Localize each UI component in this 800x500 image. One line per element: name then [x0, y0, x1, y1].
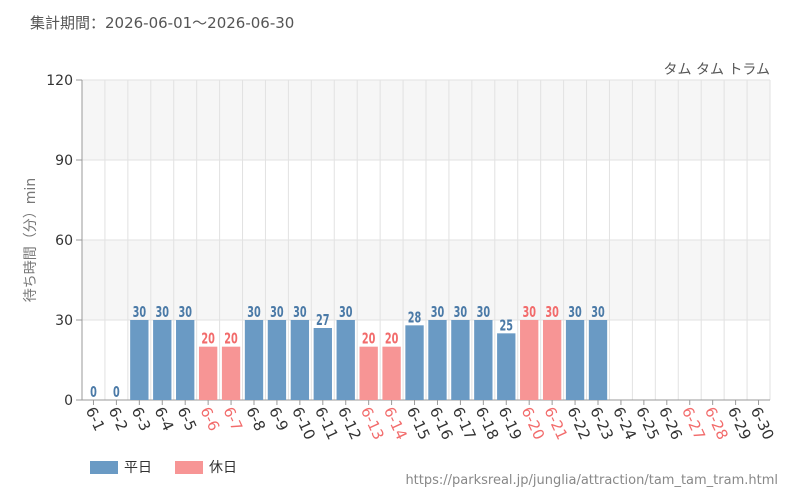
- legend-holiday-swatch: [175, 460, 203, 474]
- bar-6-12: [336, 320, 355, 400]
- x-tick-label: 6-1: [82, 404, 109, 434]
- bar-value-label: 20: [362, 331, 376, 348]
- bar-value-label: 30: [454, 304, 468, 321]
- legend-weekday-label: 平日: [124, 460, 152, 476]
- bar-6-20: [520, 320, 539, 400]
- bar-value-label: 0: [90, 384, 97, 401]
- bar-value-label: 28: [408, 310, 422, 327]
- bar-6-9: [267, 320, 287, 400]
- bar-value-label: 30: [339, 304, 353, 321]
- bar-6-17: [451, 320, 470, 400]
- bar-6-10: [290, 320, 310, 400]
- legend-holiday: 休日: [175, 457, 237, 477]
- bar-6-19: [497, 333, 516, 400]
- bar-value-label: 30: [545, 304, 559, 321]
- bar-value-label: 30: [591, 304, 605, 321]
- bar-value-label: 30: [156, 304, 170, 321]
- bar-value-label: 27: [316, 312, 330, 329]
- legend-weekday: 平日: [90, 457, 152, 477]
- bar-value-label: 20: [224, 331, 238, 348]
- bar-value-label: 30: [568, 304, 582, 321]
- bar-value-label: 25: [500, 318, 514, 335]
- x-tick-label: 6-2: [105, 404, 132, 434]
- bar-value-label: 30: [270, 304, 284, 321]
- bar-value-label: 30: [133, 304, 147, 321]
- bar-6-14: [382, 346, 401, 400]
- x-tick-label: 6-4: [151, 404, 178, 434]
- bar-value-label: 30: [431, 304, 445, 321]
- source-url: https://parksreal.jp/junglia/attraction/…: [405, 473, 778, 488]
- legend-holiday-label: 休日: [209, 460, 237, 476]
- bar-6-3: [130, 320, 149, 400]
- bar-value-label: 20: [385, 331, 399, 348]
- bar-6-15: [405, 325, 424, 400]
- x-tick-label: 6-5: [174, 404, 201, 434]
- bar-value-label: 20: [201, 331, 215, 348]
- period-label: 集計期間：2026-06-01～2026-06-30: [30, 14, 295, 32]
- y-axis-label: 待ち時間（分）min: [23, 178, 39, 302]
- bar-value-label: 30: [477, 304, 491, 321]
- bar-value-label: 30: [293, 304, 307, 321]
- y-tick-label: 0: [64, 393, 73, 409]
- bar-6-11: [313, 328, 332, 400]
- bar-value-label: 30: [522, 304, 536, 321]
- bar-6-16: [428, 320, 447, 400]
- bar-value-label: 0: [113, 384, 120, 401]
- x-tick-label: 6-3: [128, 404, 155, 434]
- x-tick-label: 6-9: [265, 404, 292, 434]
- bar-6-4: [153, 320, 172, 400]
- bar-6-7: [221, 346, 241, 400]
- bar-6-18: [474, 320, 493, 400]
- bar-6-23: [588, 320, 608, 400]
- x-tick-label: 6-6: [197, 404, 224, 434]
- chart-title: タム タム トラム: [664, 62, 770, 78]
- bar-6-13: [359, 346, 378, 400]
- bar-6-8: [244, 320, 264, 400]
- bar-6-22: [565, 320, 585, 400]
- y-tick-label: 90: [55, 153, 73, 169]
- legend-weekday-swatch: [90, 460, 118, 474]
- x-tick-label: 6-8: [242, 404, 269, 434]
- bar-6-21: [542, 320, 562, 400]
- x-tick-label: 6-30: [747, 404, 778, 442]
- bar-6-6: [198, 346, 218, 400]
- bar-6-5: [176, 320, 195, 400]
- y-tick-label: 120: [46, 73, 73, 89]
- y-tick-label: 60: [55, 233, 73, 249]
- y-tick-label: 30: [55, 313, 73, 329]
- bar-value-label: 30: [247, 304, 261, 321]
- bar-value-label: 30: [178, 304, 192, 321]
- x-tick-label: 6-7: [219, 404, 246, 434]
